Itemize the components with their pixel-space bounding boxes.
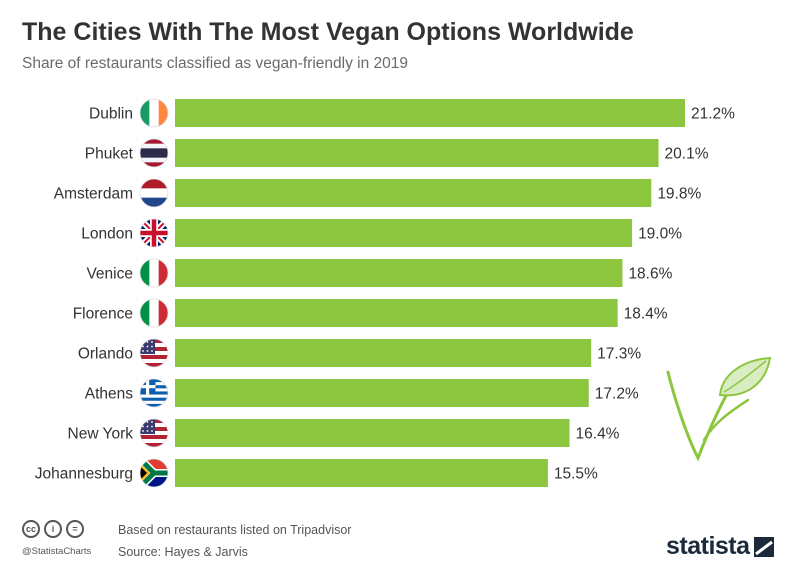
footnote: Based on restaurants listed on Tripadvis… — [118, 523, 352, 537]
brand-name: statista — [666, 532, 750, 560]
bar-athens — [175, 379, 589, 407]
bar-dublin — [175, 99, 685, 127]
attribution-icon: i — [44, 520, 62, 538]
bar-florence — [175, 299, 618, 327]
netherlands-flag-icon — [139, 178, 169, 208]
value-label: 15.5% — [554, 466, 598, 483]
greece-flag-icon — [139, 378, 169, 408]
bar-orlando — [175, 339, 592, 367]
source-note: Source: Hayes & Jarvis — [118, 545, 248, 559]
vegan-leaf-icon — [666, 356, 772, 462]
value-label: 18.6% — [628, 266, 672, 283]
statista-logo[interactable]: statista — [666, 532, 774, 561]
bar-new-york — [175, 419, 570, 447]
value-label: 21.2% — [691, 106, 735, 123]
category-label: Orlando — [78, 346, 133, 363]
usa-flag-icon — [139, 338, 169, 368]
category-label: Amsterdam — [54, 186, 133, 203]
category-label: Venice — [86, 266, 133, 283]
bar-chart: Dublin 21.2% Phuket 20.1% Amsterdam 19.8% Lond… — [35, 98, 772, 488]
category-label: Florence — [73, 306, 133, 323]
italy-flag-icon — [139, 258, 169, 288]
value-label: 17.3% — [597, 346, 641, 363]
bar-johannesburg — [175, 459, 548, 487]
social-handle: @StatistaCharts — [22, 546, 92, 557]
value-label: 19.0% — [638, 226, 682, 243]
uk-flag-icon — [139, 218, 169, 248]
usa-flag-icon — [139, 418, 169, 448]
value-label: 18.4% — [624, 306, 668, 323]
ireland-flag-icon — [139, 98, 169, 128]
category-label: London — [81, 226, 133, 243]
license-icons: cc i = — [22, 520, 84, 538]
category-label: Dublin — [89, 106, 133, 123]
category-label: Johannesburg — [35, 466, 133, 483]
chart-title: The Cities With The Most Vegan Options W… — [22, 18, 634, 46]
value-label: 16.4% — [576, 426, 620, 443]
thailand-flag-icon — [139, 138, 169, 168]
value-label: 17.2% — [595, 386, 639, 403]
bar-phuket — [175, 139, 659, 167]
bar-amsterdam — [175, 179, 652, 207]
category-label: New York — [68, 426, 134, 443]
italy-flag-icon — [139, 298, 169, 328]
value-label: 20.1% — [665, 146, 709, 163]
value-label: 19.8% — [657, 186, 701, 203]
category-label: Athens — [85, 386, 134, 403]
statista-mark-icon — [753, 536, 774, 557]
category-label: Phuket — [85, 146, 134, 163]
bar-venice — [175, 259, 623, 287]
bar-london — [175, 219, 633, 247]
chart-subtitle: Share of restaurants classified as vegan… — [22, 55, 408, 72]
creative-commons-icon: cc — [22, 520, 40, 538]
no-derivatives-icon: = — [66, 520, 84, 538]
south-africa-flag-icon — [139, 458, 169, 488]
